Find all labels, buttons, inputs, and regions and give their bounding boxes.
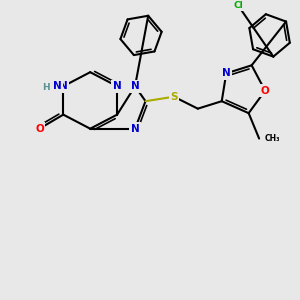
Text: O: O [261, 86, 269, 96]
Text: Cl: Cl [233, 1, 243, 10]
Text: N: N [59, 81, 68, 91]
Text: O: O [35, 124, 44, 134]
Text: S: S [170, 92, 178, 102]
Text: N: N [131, 81, 140, 91]
Text: N: N [113, 81, 122, 91]
Text: N: N [53, 81, 62, 91]
Text: H: H [42, 83, 50, 92]
Text: CH₃: CH₃ [265, 134, 280, 143]
Text: N: N [131, 124, 140, 134]
Text: N: N [222, 68, 231, 78]
